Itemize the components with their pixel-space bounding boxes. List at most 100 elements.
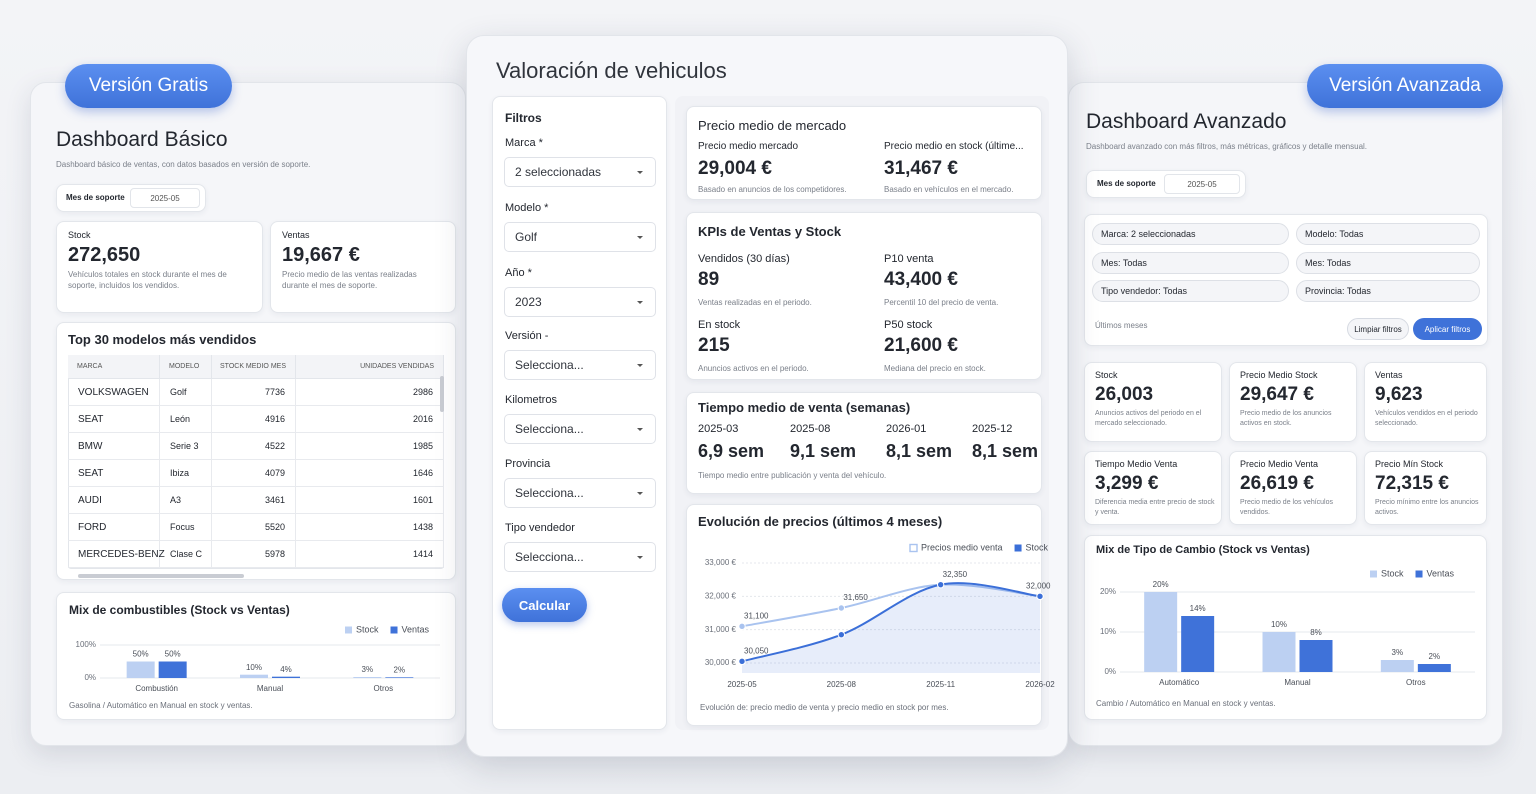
metric-label: Precio medio en stock (últime... xyxy=(884,141,1024,152)
filter-chip[interactable]: Tipo vendedor: Todas xyxy=(1092,280,1289,302)
clear-button[interactable]: Limpiar filtros xyxy=(1347,318,1409,340)
metric-note: Basado en vehículos en el mercado. xyxy=(884,185,1014,194)
metric-value: 29,004 € xyxy=(698,158,772,179)
metric-label: Vendidos (30 días) xyxy=(698,253,790,265)
metric-label: 2025-03 xyxy=(698,423,739,435)
table-cell: Focus xyxy=(160,514,212,541)
kpi-value: 26,003 xyxy=(1095,384,1154,405)
kpi-label: Precio Medio Stock xyxy=(1240,370,1318,380)
table-cell: SEAT xyxy=(68,406,160,433)
table-cell: 4522 xyxy=(212,433,296,460)
market-card xyxy=(686,106,1042,200)
select[interactable]: 2 seleccionadas xyxy=(504,157,656,187)
card-title: KPIs de Ventas y Stock xyxy=(698,224,842,239)
metric-note: Percentil 10 del precio de venta. xyxy=(884,298,999,307)
select[interactable]: Selecciona... xyxy=(504,542,656,572)
select[interactable]: Selecciona... xyxy=(504,414,656,444)
metric-label: P10 venta xyxy=(884,253,934,265)
table-cell: BMW xyxy=(68,433,160,460)
field-label: Modelo * xyxy=(505,202,549,214)
version-badge: Versión Avanzada xyxy=(1307,64,1503,108)
metric-value: 8,1 sem xyxy=(886,441,953,461)
table-cell: A3 xyxy=(160,487,212,514)
table-cell: AUDI xyxy=(68,487,160,514)
table-cell: SEAT xyxy=(68,460,160,487)
metric-label: En stock xyxy=(698,319,741,331)
dashboard-description: Dashboard avanzado con más filtros, más … xyxy=(1086,142,1368,151)
filter-chip[interactable]: Mes: Todas xyxy=(1092,251,1289,274)
kpi-label: Stock xyxy=(1095,370,1118,380)
metric-note: Mediana del precio en stock. xyxy=(884,364,986,373)
metric-value: 31,467 € xyxy=(884,158,958,179)
field-label: Marca * xyxy=(505,137,543,149)
table-cell: Clase C xyxy=(160,541,212,568)
kpi-label: Tiempo Medio Venta xyxy=(1095,459,1178,469)
kpi-note: Vehículos vendidos en el periodo selecci… xyxy=(1375,410,1478,427)
metric-value: 215 xyxy=(698,335,730,356)
page-title: Valoración de vehiculos xyxy=(496,58,727,83)
chart-title: Mix de combustibles (Stock vs Ventas) xyxy=(69,603,290,617)
chart-footnote: Evolución de: precio medio de venta y pr… xyxy=(700,703,949,712)
table-header-cell: STOCK MEDIO MES xyxy=(212,355,296,379)
kpi-label: Stock xyxy=(68,230,91,240)
filter-sidebar xyxy=(492,96,667,730)
table-cell: 4079 xyxy=(212,460,296,487)
filter-label: Mes de soporte xyxy=(1097,179,1156,188)
select[interactable]: Golf xyxy=(504,222,656,252)
table-scrollbar-v[interactable] xyxy=(440,376,444,412)
kpi-card xyxy=(56,221,263,313)
metric-label: P50 stock xyxy=(884,319,933,331)
chart-card xyxy=(1084,535,1487,720)
chart-title: Evolución de precios (últimos 4 meses) xyxy=(698,514,943,529)
field-label: Provincia xyxy=(505,458,551,470)
filter-chip[interactable]: Modelo: Todas xyxy=(1296,223,1480,245)
metric-note: Ventas realizadas en el periodo. xyxy=(698,298,812,307)
sale-time-card xyxy=(686,392,1042,494)
filter-value[interactable]: 2025-05 xyxy=(130,188,200,208)
filters-title: Filtros xyxy=(505,111,542,125)
field-label: Versión - xyxy=(505,330,549,342)
kpi-note: Precio medio de las ventas realizadas du… xyxy=(282,270,417,290)
filter-value[interactable]: 2025-05 xyxy=(1164,174,1240,194)
kpi-card xyxy=(1364,362,1487,442)
metric-value: 21,600 € xyxy=(884,335,958,356)
calculate-button[interactable]: Calcular xyxy=(502,588,587,622)
filter-chip[interactable]: Provincia: Todas xyxy=(1296,280,1480,302)
dashboard-title: Dashboard Básico xyxy=(56,128,228,151)
select[interactable]: 2023 xyxy=(504,287,656,317)
filter-chip[interactable]: Mes: Todas xyxy=(1296,251,1480,274)
table-cell: León xyxy=(160,406,212,433)
kpi-label: Precio Mín Stock xyxy=(1375,459,1444,469)
kpi-value: 26,619 € xyxy=(1240,473,1314,494)
chart-footnote: Gasolina / Automático en Manual en stock… xyxy=(69,701,253,710)
metric-value: 8,1 sem xyxy=(972,441,1039,461)
filter-chip[interactable]: Marca: 2 seleccionadas xyxy=(1092,223,1289,245)
table-header-cell: MARCA xyxy=(68,355,160,379)
metric-value: 43,400 € xyxy=(884,269,958,290)
apply-button[interactable]: Aplicar filtros xyxy=(1413,318,1482,340)
table-cell: Golf xyxy=(160,379,212,406)
kpi-value: 272,650 xyxy=(68,244,141,266)
kpi-value: 72,315 € xyxy=(1375,473,1449,494)
kpi-card xyxy=(1364,451,1487,525)
table-title: Top 30 modelos más vendidos xyxy=(68,332,257,347)
table-cell: 5520 xyxy=(212,514,296,541)
table-cell: 2986 xyxy=(296,379,444,406)
metric-label: 2026-01 xyxy=(886,423,927,435)
kpi-label: Ventas xyxy=(1375,370,1403,380)
table-cell: FORD xyxy=(68,514,160,541)
field-label: Año * xyxy=(505,267,532,279)
select[interactable]: Selecciona... xyxy=(504,478,656,508)
chart-title: Mix de Tipo de Cambio (Stock vs Ventas) xyxy=(1096,544,1310,556)
table-cell: MERCEDES-BENZ xyxy=(68,541,165,568)
metric-label: 2025-12 xyxy=(972,423,1013,435)
table-cell: 4916 xyxy=(212,406,296,433)
field-label: Tipo vendedor xyxy=(505,522,575,534)
line-chart-card xyxy=(686,504,1042,726)
kpi-card xyxy=(1084,451,1222,525)
kpi-note: Precio mínimo entre los anuncios activos… xyxy=(1375,499,1479,516)
kpi-card xyxy=(1229,362,1357,442)
table-scrollbar[interactable] xyxy=(78,574,244,578)
select[interactable]: Selecciona... xyxy=(504,350,656,380)
table-cell: 2016 xyxy=(296,406,444,433)
